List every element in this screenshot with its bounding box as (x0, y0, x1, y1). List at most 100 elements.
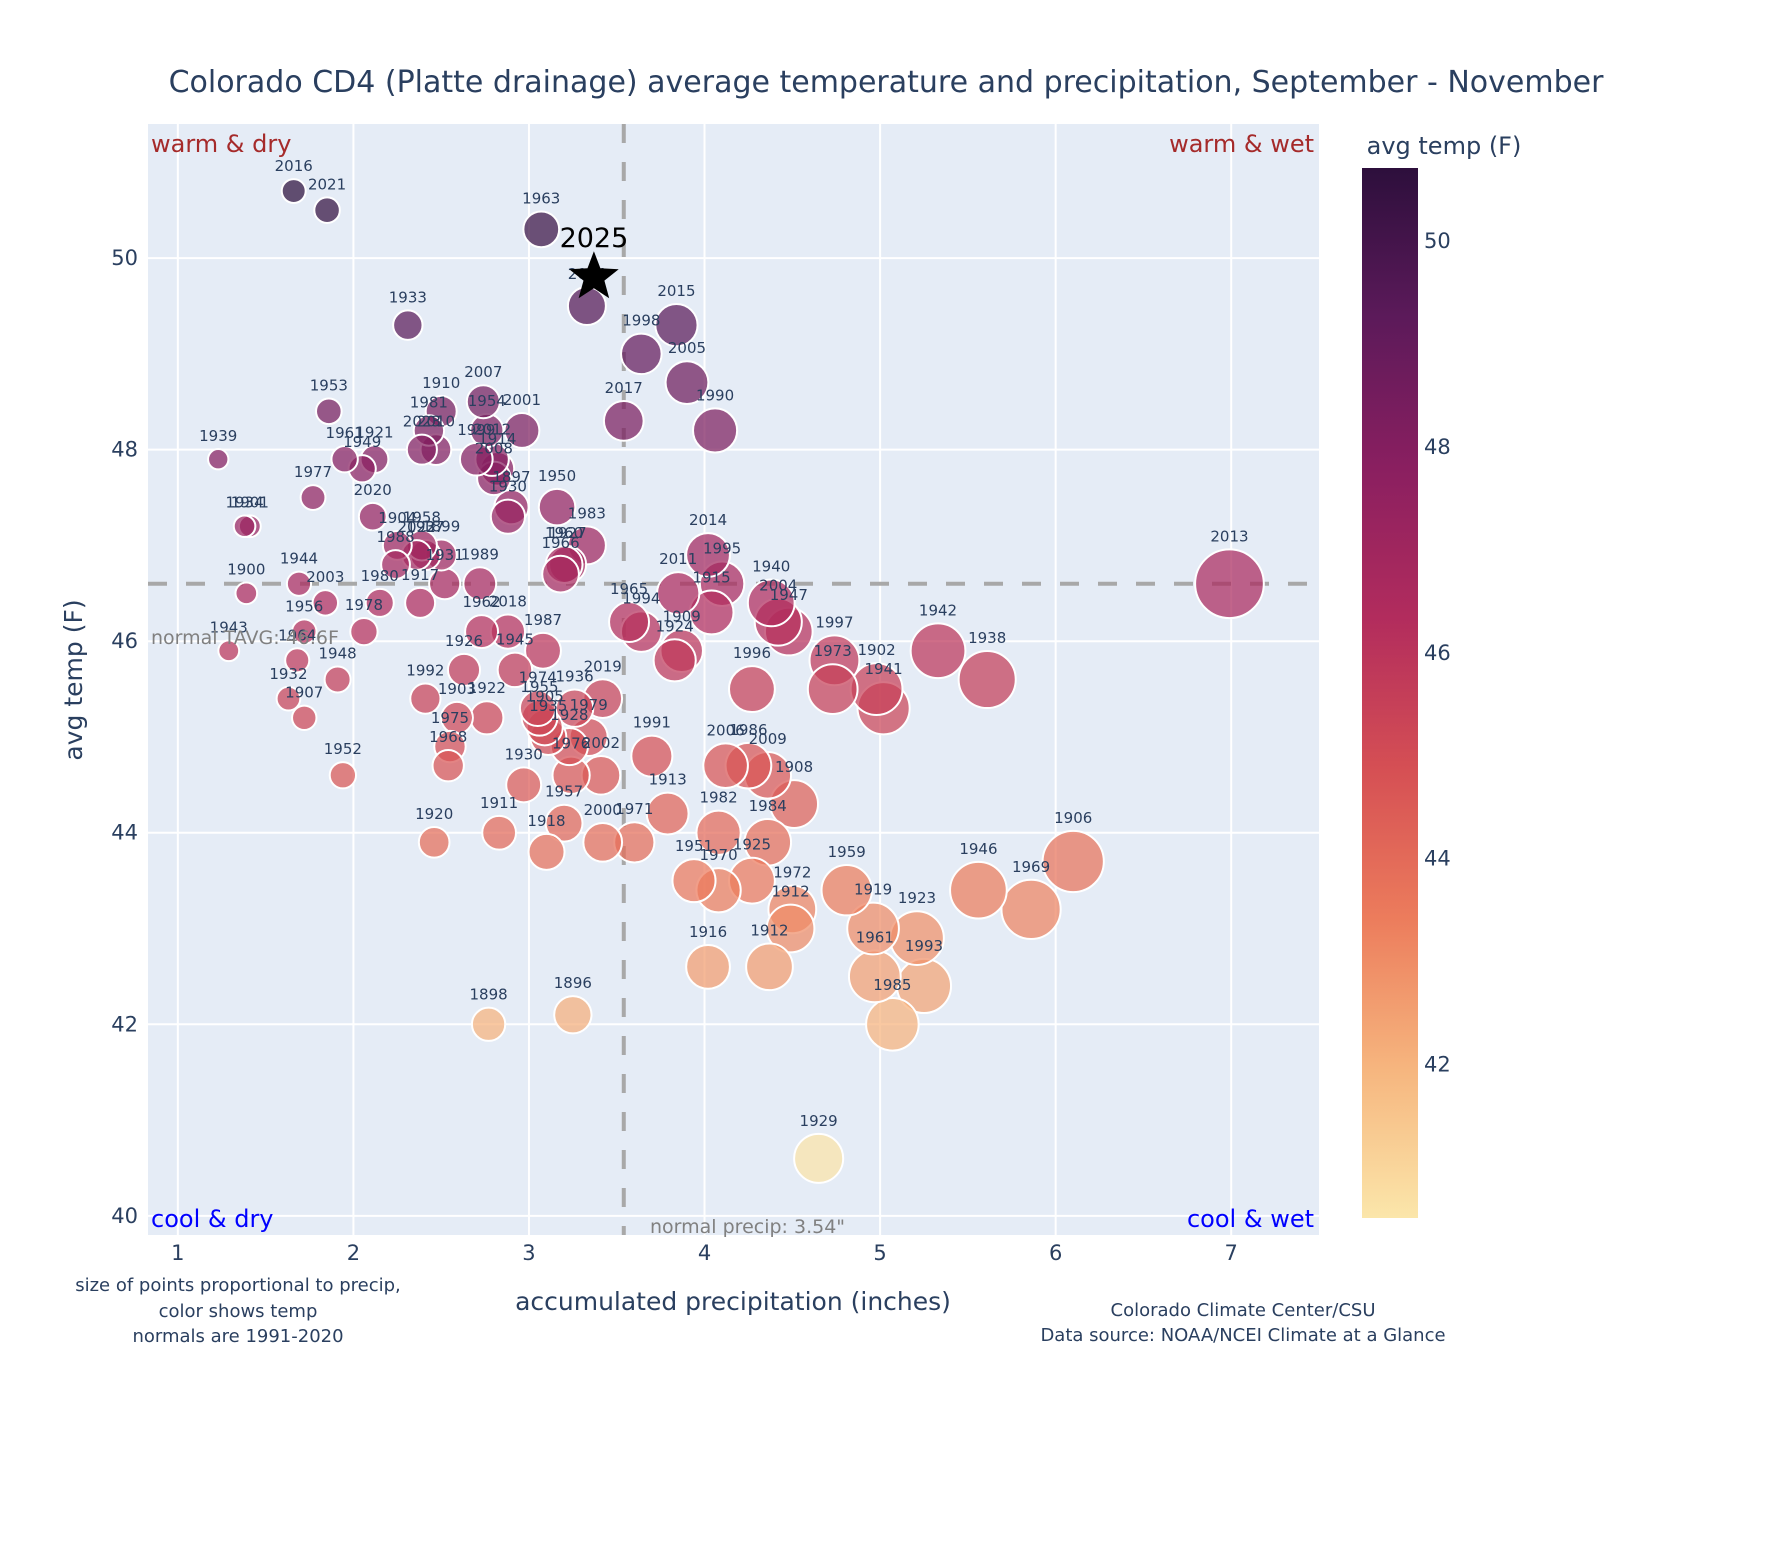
data-point (671, 858, 717, 904)
point-label: 1984 (749, 797, 787, 815)
point-label: 1969 (1012, 858, 1050, 876)
point-label: 1999 (457, 421, 495, 439)
point-label: 1916 (689, 923, 727, 941)
point-label: 1919 (854, 881, 892, 899)
point-label: 1961 (326, 424, 364, 442)
point-label: 1948 (319, 644, 357, 662)
point-label: 2012 (473, 420, 511, 438)
point-label: 1921 (355, 423, 393, 441)
x-tick-label: 7 (1225, 1241, 1238, 1265)
point-label: 1937 (406, 518, 444, 536)
data-point (404, 586, 437, 619)
data-point (957, 649, 1017, 710)
point-label: 1947 (770, 586, 808, 604)
point-label: 1903 (438, 680, 476, 698)
data-point (630, 734, 674, 778)
point-label: 1981 (410, 393, 448, 411)
data-point (664, 360, 710, 405)
point-label: 1907 (285, 684, 323, 702)
point-label: 2022 (398, 518, 436, 536)
data-point (541, 554, 580, 594)
x-tick-label: 3 (522, 1241, 535, 1265)
data-point (323, 665, 352, 694)
point-label: 1950 (538, 467, 576, 485)
point-label: 1899 (422, 517, 460, 535)
colorbar-ticks: 42 44 46 48 50 (1424, 229, 1451, 1077)
point-label: 1946 (959, 840, 997, 858)
data-point (275, 685, 302, 712)
data-point (820, 864, 873, 917)
data-point (503, 412, 541, 449)
point-label: 1968 (429, 728, 467, 746)
x-axis-title: accumulated precipitation (inches) (515, 1287, 951, 1316)
point-label: 1962 (462, 593, 500, 611)
data-point (349, 616, 379, 647)
point-label: 1913 (649, 771, 687, 789)
x-tick-label: 1 (171, 1241, 184, 1265)
point-label: 1994 (622, 589, 660, 607)
data-point (846, 901, 900, 956)
data-point (469, 700, 505, 736)
point-label: 2002 (582, 734, 620, 752)
point-label: 2020 (354, 481, 392, 499)
data-point (1000, 878, 1062, 940)
point-label: 1978 (345, 596, 383, 614)
data-point (524, 631, 562, 670)
data-point (728, 665, 776, 714)
point-label: 1987 (524, 611, 562, 629)
point-label: 1922 (468, 679, 506, 697)
data-point (446, 652, 482, 687)
data-point (645, 791, 690, 836)
y-tick-label: 48 (111, 438, 138, 462)
point-label: 1933 (389, 288, 427, 306)
point-label: 1956 (285, 597, 323, 615)
point-label: 1924 (656, 617, 694, 635)
point-label: 1944 (280, 550, 318, 568)
quadrant-cool-wet: cool & wet (1187, 1205, 1314, 1233)
point-label: 1953 (310, 377, 348, 395)
point-label: 1927 (548, 524, 586, 542)
point-label: 1949 (343, 433, 381, 451)
data-point (462, 566, 498, 602)
point-label: 1917 (401, 566, 439, 584)
point-label: 1902 (857, 641, 895, 659)
point-label: 1915 (692, 568, 730, 586)
data-point (284, 647, 311, 674)
point-label: 2017 (605, 379, 643, 397)
data-point (806, 663, 859, 715)
data-point (357, 501, 388, 532)
data-point (685, 532, 731, 578)
point-label: 1898 (469, 986, 507, 1004)
point-label: 2015 (657, 282, 695, 300)
point-label: 1931 (426, 546, 464, 564)
y-axis-ticks: 40 42 44 46 48 50 (111, 246, 138, 1228)
point-label: 1997 (815, 613, 853, 631)
data-point (330, 445, 359, 474)
data-point (481, 814, 518, 851)
x-tick-label: 6 (1049, 1241, 1062, 1265)
normal-temp-label: normal TAVG: 46.6F (151, 627, 339, 649)
point-label: 1930 (489, 478, 527, 496)
data-point (652, 638, 697, 683)
point-label: 1897 (492, 468, 530, 486)
point-label: 1908 (775, 758, 813, 776)
y-tick-label: 46 (111, 629, 138, 653)
colorbar-title: avg temp (F) (1367, 132, 1522, 160)
data-point (602, 400, 645, 442)
point-label: 1958 (403, 508, 441, 526)
point-label: 1990 (696, 386, 734, 404)
note-line-1: size of points proportional to precip, (75, 1275, 401, 1296)
data-point (582, 821, 624, 863)
point-label: 2006 (707, 721, 745, 739)
point-label: 1976 (552, 735, 590, 753)
point-label: 2018 (489, 593, 527, 611)
point-label: 1951 (675, 837, 713, 855)
point-label: 1964 (278, 626, 316, 644)
data-point (392, 309, 424, 341)
data-point (496, 651, 534, 689)
data-point (695, 809, 742, 856)
data-point (464, 614, 500, 650)
point-label: 1992 (406, 662, 444, 680)
note-line-2: color shows temp (159, 1301, 318, 1322)
